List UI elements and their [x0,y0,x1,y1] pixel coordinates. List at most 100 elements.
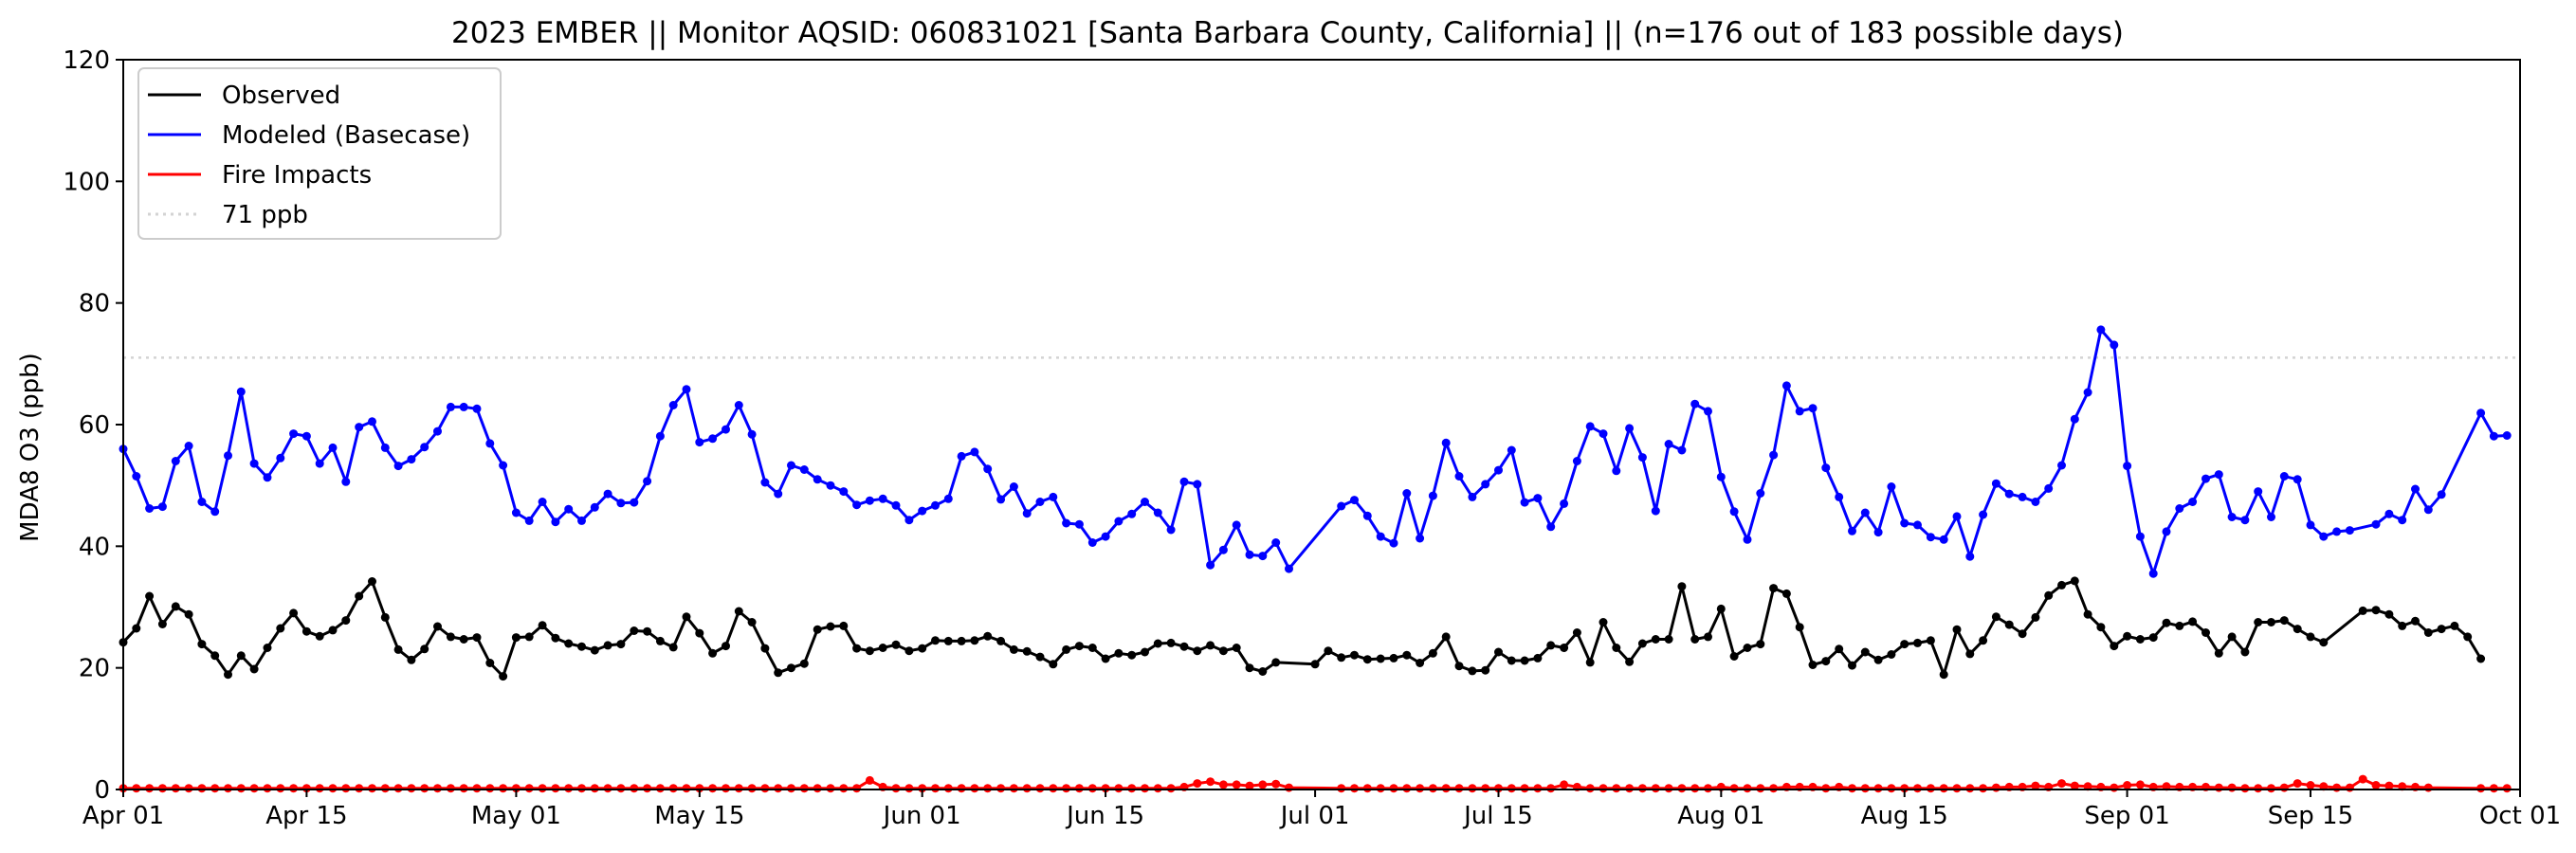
data-point [957,451,966,461]
data-point [943,784,953,793]
data-point [904,516,914,525]
data-point [891,500,901,510]
legend-threshold-label: 71 ppb [222,201,308,229]
data-point [145,591,155,601]
data-point [2240,647,2250,657]
data-point [1416,659,1425,667]
data-point [1952,512,1962,521]
x-tick-label: Sep 01 [2084,802,2169,830]
data-point [1560,780,1569,789]
data-point [983,784,993,793]
data-point [1481,665,1490,675]
data-point [210,651,220,661]
data-point [2254,618,2263,626]
data-point [1546,641,1556,650]
data-point [1062,784,1071,793]
data-point [1795,623,1804,632]
data-point [2188,617,2198,626]
data-point [289,608,299,618]
data-point [774,784,783,793]
data-point [1022,509,1032,518]
data-point [826,481,835,490]
data-point [210,784,220,793]
data-point [616,640,626,649]
data-point [1350,496,1359,505]
data-point [826,622,835,631]
data-point [708,434,718,444]
data-point [2358,774,2367,784]
data-point [236,784,246,793]
data-point [2463,632,2473,642]
data-point [2398,516,2407,525]
data-point [1651,635,1660,644]
data-point [1022,784,1032,793]
data-point [577,642,586,651]
data-point [1572,628,1581,637]
data-point [931,636,940,645]
data-point [760,644,770,653]
y-tick-label: 100 [63,168,110,196]
data-point [1926,636,1935,645]
data-point [224,451,232,461]
data-point [1900,640,1909,649]
data-point [1939,535,1948,544]
data-point [2057,461,2066,470]
data-point [1428,648,1437,658]
data-point [970,447,979,457]
data-point [1101,654,1110,663]
data-point [2371,781,2381,789]
data-point [2398,621,2407,630]
data-point [524,784,534,793]
data-point [590,645,599,655]
data-point [1271,658,1281,667]
data-point [2214,648,2223,658]
data-point [1402,784,1412,793]
data-point [1677,582,1687,591]
data-point [839,621,849,630]
data-point [1965,649,1975,659]
data-point [1454,662,1464,671]
data-point [1285,564,1293,573]
data-point [301,626,311,636]
data-point [1560,499,1569,508]
data-point [630,784,639,793]
data-point [747,784,757,793]
data-point [2110,642,2119,651]
x-axis: Apr 01 Apr 15 May 01 May 15 Jun 01 Jun 15 Jul … [82,789,2561,830]
data-point [2031,498,2040,506]
data-point [459,635,468,644]
data-point [132,472,141,481]
data-point [643,784,652,793]
x-tick-label: May 01 [471,802,561,830]
data-point [957,636,966,645]
data-point [1362,511,1372,520]
data-point [1781,589,1791,598]
data-point [2293,779,2302,789]
data-point [1062,644,1071,654]
data-point [2162,618,2171,627]
data-point [1572,457,1581,465]
data-point [682,385,691,394]
data-point [1979,510,1988,519]
data-point [1258,667,1268,676]
data-point [1049,492,1058,501]
data-point [1376,654,1385,663]
data-point [1494,647,1503,657]
data-point [1127,650,1137,660]
data-point [551,517,560,527]
data-point [538,498,547,506]
data-point [551,633,560,643]
data-point [1821,784,1831,793]
data-point [368,417,376,426]
series-observed [119,576,2486,681]
data-point [1533,494,1543,503]
data-point [1218,780,1228,789]
data-point [2070,414,2079,424]
data-point [1389,784,1398,793]
data-point [1520,784,1529,793]
data-point [1939,784,1948,793]
data-point [787,663,795,673]
data-point [551,784,560,793]
data-point [2476,408,2486,418]
data-point [682,784,691,793]
